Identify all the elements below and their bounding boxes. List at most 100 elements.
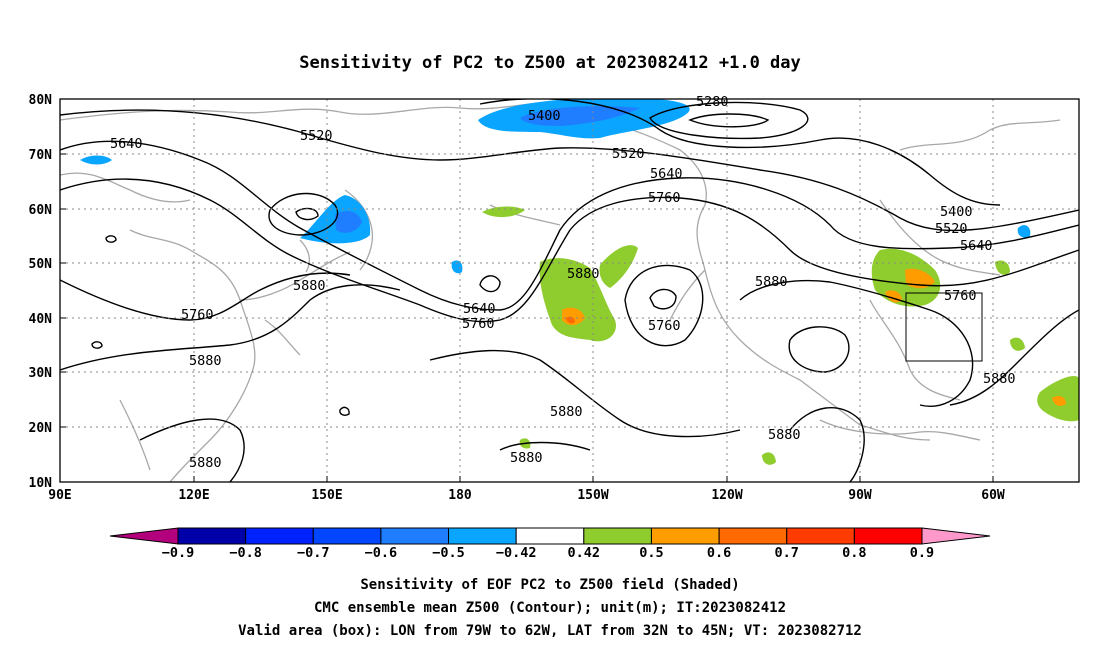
positive-patch-pacific-2 xyxy=(599,245,638,288)
contour-low-kamchatka xyxy=(268,192,339,236)
lat-tick-labels: 80N 70N 60N 50N 40N 30N 20N 10N xyxy=(29,93,53,491)
contour-low-pacific xyxy=(624,264,704,347)
lon-tick-label: 120E xyxy=(178,488,209,503)
negative-patch-japan xyxy=(300,195,371,244)
contour-label: 5880 xyxy=(510,450,543,466)
contour-5640-upper xyxy=(60,140,1079,311)
lat-tick-label: 80N xyxy=(29,93,53,108)
contour-5400-polar xyxy=(479,99,1001,206)
colorbar-label: −0.7 xyxy=(297,545,330,561)
contour-low-aleutian xyxy=(479,275,501,293)
lon-tick-label: 90W xyxy=(848,488,872,503)
contour-5880-south-pacific xyxy=(499,441,591,451)
lat-tick-label: 60N xyxy=(29,203,53,218)
contour-south-right xyxy=(949,309,1079,406)
contour-high-mexico xyxy=(788,326,850,373)
negative-patch-small-2 xyxy=(451,260,463,274)
contour-small-1 xyxy=(105,235,117,243)
colorbar-label: −0.6 xyxy=(365,545,398,561)
lon-tick-label: 150W xyxy=(577,488,608,503)
contour-label: 5880 xyxy=(189,455,222,471)
colorbar-label: −0.9 xyxy=(162,545,195,561)
contour-5880-east xyxy=(739,279,974,407)
contour-label: 5880 xyxy=(755,274,788,290)
contour-label: 5280 xyxy=(696,94,729,110)
colorbar-label: −0.42 xyxy=(496,545,537,561)
contour-5280 xyxy=(649,101,809,140)
contour-label: 5760 xyxy=(181,307,214,323)
colorbar-cell xyxy=(583,527,652,545)
contour-low-pacific-inner xyxy=(649,288,677,310)
lat-tick-label: 20N xyxy=(29,421,53,436)
lon-tick-label: 150E xyxy=(311,488,342,503)
contour-label: 5880 xyxy=(567,266,600,282)
contour-label: 5400 xyxy=(528,108,561,124)
negative-patch-arctic-core xyxy=(520,106,640,126)
colorbar-low-extension xyxy=(109,527,179,545)
positive-patch-atlantic-orange xyxy=(1052,396,1066,406)
colorbar-cell xyxy=(177,527,247,545)
contour-label: 5880 xyxy=(189,353,222,369)
contour-5280-inner xyxy=(688,113,770,128)
colorbar-label: −0.8 xyxy=(229,545,262,561)
contour-label: 5760 xyxy=(648,318,681,334)
z500-contours xyxy=(60,99,1079,482)
tick-marks xyxy=(60,98,994,482)
lon-tick-label: 60W xyxy=(981,488,1005,503)
lat-lon-grid xyxy=(60,99,1079,482)
contour-label: 5520 xyxy=(935,221,968,237)
colorbar-labels: −0.9 −0.8 −0.7 −0.6 −0.5 −0.42 0.42 0.5 0.6 0.7 0.… xyxy=(162,545,934,561)
colorbar-label: −0.5 xyxy=(432,545,465,561)
colorbar-cell xyxy=(853,527,923,545)
contour-label: 5760 xyxy=(648,190,681,206)
caption-line-2: CMC ensemble mean Z500 (Contour); unit(m… xyxy=(314,600,786,616)
lat-tick-label: 50N xyxy=(29,257,53,272)
lat-tick-label: 40N xyxy=(29,312,53,327)
caption-line-3: Valid area (box): LON from 79W to 62W, L… xyxy=(238,623,862,639)
sensitivity-shading xyxy=(80,99,1079,465)
colorbar: −0.9 −0.8 −0.7 −0.6 −0.5 −0.42 0.42 0.5 0.6 0.7 0.… xyxy=(109,527,991,561)
figure-title: Sensitivity of PC2 to Z500 at 2023082412… xyxy=(299,53,801,73)
positive-patch-small-d xyxy=(1010,337,1025,351)
caption-line-1: Sensitivity of EOF PC2 to Z500 field (Sh… xyxy=(360,577,739,593)
contour-label: 5880 xyxy=(768,427,801,443)
colorbar-cell xyxy=(380,527,450,545)
negative-patch-japan-core xyxy=(335,210,362,233)
contour-low-kamchatka-inner xyxy=(295,207,319,221)
valid-area-box xyxy=(905,292,983,362)
lon-tick-label: 90E xyxy=(48,488,71,503)
lon-tick-labels: 90E 120E 150E 180 150W 120W 90W 60W xyxy=(48,488,1005,503)
colorbar-cells xyxy=(177,527,923,545)
colorbar-label: 0.6 xyxy=(707,545,731,561)
colorbar-cell xyxy=(650,527,720,545)
colorbar-cell xyxy=(312,527,382,545)
lat-tick-label: 70N xyxy=(29,148,53,163)
positive-patch-pacific-red xyxy=(566,316,575,324)
lat-tick-label: 30N xyxy=(29,366,53,381)
map-frame xyxy=(59,98,1080,483)
contour-label: 5520 xyxy=(300,128,333,144)
colorbar-high-extension xyxy=(921,527,991,545)
colorbar-cell xyxy=(515,527,585,545)
colorbar-cell xyxy=(245,527,314,545)
negative-patch-small-1 xyxy=(80,155,112,165)
contour-5760-west xyxy=(60,272,351,321)
contour-5880-west xyxy=(60,284,401,371)
contour-label: 5880 xyxy=(983,371,1016,387)
contour-small-2 xyxy=(91,341,103,349)
contour-label: 5760 xyxy=(462,316,495,332)
contour-label: 5640 xyxy=(650,166,683,182)
colorbar-cell xyxy=(718,527,788,545)
colorbar-cell xyxy=(448,527,517,545)
lat-tick-label: 10N xyxy=(29,476,53,491)
contour-labels: 5640 5520 5400 5280 5520 5640 5760 5400 … xyxy=(110,94,1016,471)
colorbar-label: 0.7 xyxy=(775,545,799,561)
contour-label: 5400 xyxy=(940,204,973,220)
contour-5880-pacific xyxy=(429,349,741,438)
contour-5520-upper xyxy=(60,109,1079,232)
contour-label: 5520 xyxy=(612,146,645,162)
map-panel: 5640 5520 5400 5280 5520 5640 5760 5400 … xyxy=(29,93,1080,503)
contour-label: 5640 xyxy=(463,301,496,317)
contour-5760-upper xyxy=(60,178,1079,323)
